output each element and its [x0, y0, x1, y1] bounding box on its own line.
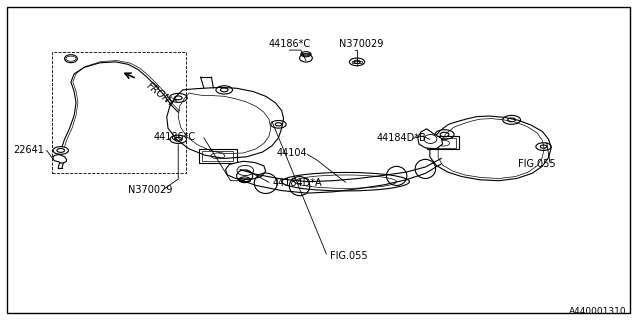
Polygon shape	[438, 119, 544, 179]
Polygon shape	[167, 87, 284, 158]
Bar	[202, 151, 233, 161]
Bar	[428, 136, 460, 149]
Text: 44184D*B: 44184D*B	[376, 133, 426, 143]
Bar	[352, 60, 362, 63]
Polygon shape	[178, 93, 271, 154]
Bar	[239, 179, 250, 181]
Bar	[301, 53, 310, 55]
Text: FIG.055: FIG.055	[518, 159, 556, 169]
Text: 44186*C: 44186*C	[154, 132, 196, 142]
Bar	[431, 138, 456, 148]
Text: 44184D*A: 44184D*A	[272, 178, 322, 188]
Text: N370029: N370029	[339, 39, 383, 49]
Bar	[52, 52, 186, 173]
Text: 44186*C: 44186*C	[269, 39, 311, 49]
Text: 44104: 44104	[276, 148, 307, 158]
Text: N370029: N370029	[129, 185, 173, 195]
Text: A440001310: A440001310	[569, 307, 627, 316]
Polygon shape	[225, 161, 266, 180]
Polygon shape	[53, 155, 67, 163]
Text: 22641: 22641	[13, 146, 44, 156]
Text: FIG.055: FIG.055	[330, 251, 367, 260]
Bar	[198, 149, 237, 163]
Text: FRONT: FRONT	[145, 81, 177, 109]
Polygon shape	[418, 129, 443, 149]
Polygon shape	[430, 116, 551, 181]
